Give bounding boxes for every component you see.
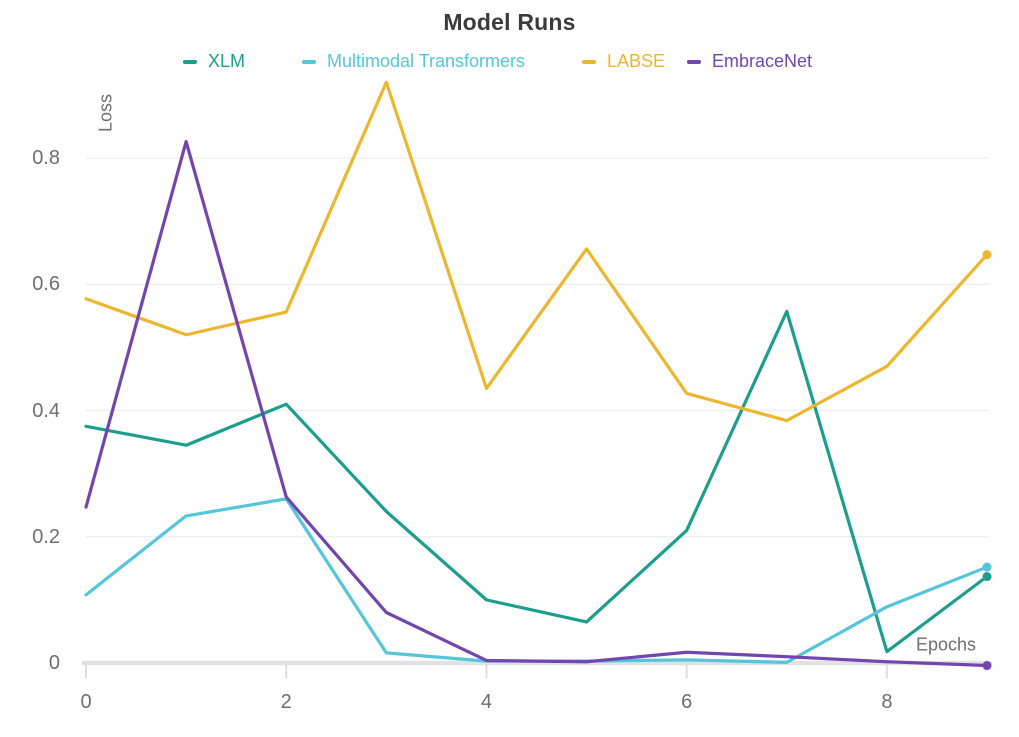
- legend-item-multimodal-transformers[interactable]: Multimodal Transformers: [302, 51, 525, 72]
- legend-item-embracenet[interactable]: EmbraceNet: [687, 51, 812, 72]
- x-tick-6: 6: [681, 691, 693, 713]
- y-tick-0-8: 0.8: [32, 147, 60, 169]
- y-tick-0-2: 0.2: [32, 525, 60, 548]
- series-endpoint-0: [982, 572, 992, 582]
- x-tick-8: 8: [881, 691, 893, 713]
- series-line-1: [84, 497, 989, 664]
- legend-label-multimodal-transformers: Multimodal Transformers: [327, 51, 526, 71]
- legend-swatch-multimodal-transformers: [302, 59, 316, 64]
- y-tick-0-6: 0.6: [32, 273, 60, 296]
- legend-label-xlm: XLM: [208, 51, 246, 71]
- legend-item-xlm[interactable]: XLM: [183, 51, 245, 72]
- y-tick-0: 0: [48, 652, 60, 674]
- legend-swatch-xlm: [183, 59, 197, 64]
- y-tick-0-4: 0.4: [32, 399, 60, 422]
- x-tick-2: 2: [280, 691, 292, 713]
- series-endpoint-2: [982, 250, 992, 260]
- series-line-0: [84, 309, 989, 654]
- chart-title: Model Runs: [443, 9, 576, 35]
- x-tick-0: 0: [80, 691, 92, 713]
- legend-swatch-labse: [582, 59, 596, 64]
- series-endpoint-3: [982, 661, 992, 671]
- legend-swatch-embracenet: [687, 59, 701, 64]
- legend-item-labse[interactable]: LABSE: [582, 51, 665, 72]
- legend-label-embracenet: EmbraceNet: [712, 51, 813, 71]
- series-line-2: [84, 80, 989, 423]
- series-endpoint-1: [982, 562, 992, 572]
- series-line-3: [84, 139, 989, 668]
- legend-label-labse: LABSE: [607, 51, 666, 71]
- x-axis-title: Epochs: [915, 634, 977, 655]
- x-tick-4: 4: [480, 691, 492, 713]
